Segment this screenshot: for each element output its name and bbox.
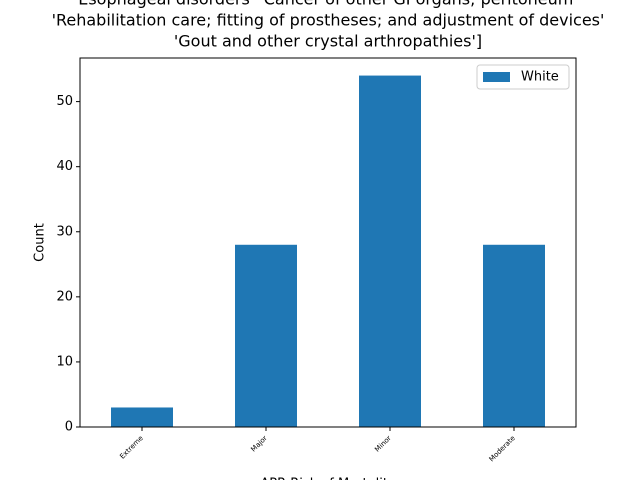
x-tick-label: Major <box>249 434 268 453</box>
chart-title: 'Rehabilitation care; fitting of prosthe… <box>52 11 605 30</box>
y-axis-label: Count <box>33 223 48 262</box>
bar <box>235 244 297 427</box>
chart-title: Esophageal disorders' 'Cancer of other G… <box>78 0 578 9</box>
x-axis-label: APR Risk of Mortality <box>260 477 396 480</box>
plot-frame <box>79 57 577 428</box>
chart-title: 'Gout and other crystal arthropathies'] <box>174 32 482 51</box>
legend-label: White <box>521 70 559 85</box>
bar <box>483 244 545 427</box>
x-tick-label: Extreme <box>118 434 144 460</box>
legend-swatch <box>483 72 510 82</box>
legend-box <box>476 64 570 90</box>
bar <box>359 75 421 428</box>
x-tick-label: Minor <box>373 434 393 454</box>
x-tick-label: Moderate <box>488 434 517 463</box>
y-tick-label: 10 <box>56 354 73 369</box>
y-tick-label: 0 <box>65 420 73 435</box>
y-tick-label: 20 <box>56 289 73 304</box>
bar <box>111 407 173 427</box>
y-tick-label: 40 <box>56 159 73 174</box>
y-tick-label: 30 <box>56 224 73 239</box>
y-tick-label: 50 <box>56 94 73 109</box>
